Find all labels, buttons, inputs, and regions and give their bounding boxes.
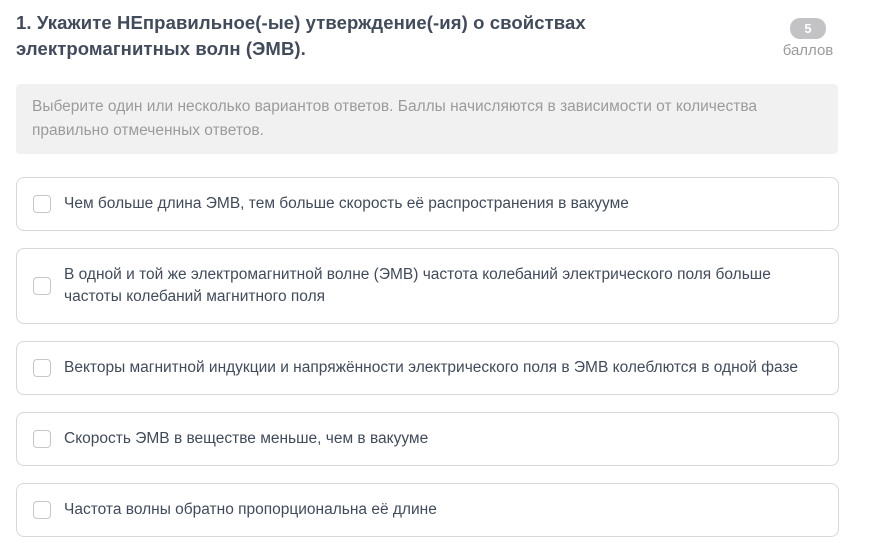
options-list: Чем больше длина ЭМВ, тем больше скорост… (16, 176, 893, 537)
checkbox-icon[interactable] (33, 500, 51, 519)
answer-option-2[interactable]: В одной и той же электромагнитной волне … (16, 247, 839, 324)
option-label: Чем больше длина ЭМВ, тем больше скорост… (64, 194, 629, 212)
checkbox-icon[interactable] (33, 429, 51, 448)
checkbox-icon[interactable] (33, 194, 51, 213)
instruction-banner: Выберите один или несколько вариантов от… (16, 83, 838, 154)
option-label: Скорость ЭМВ в веществе меньше, чем в ва… (64, 429, 429, 447)
answer-option-3[interactable]: Векторы магнитной индукции и напряжённос… (16, 340, 839, 395)
checkbox-icon[interactable] (33, 276, 51, 295)
points-label: баллов (782, 42, 834, 59)
option-label: Векторы магнитной индукции и напряжённос… (64, 358, 798, 376)
question-title: 1. Укажите НЕправильное(-ые) утверждение… (16, 12, 586, 60)
points-badge: 5 (790, 18, 826, 39)
answer-option-5[interactable]: Частота волны обратно пропорциональна её… (16, 482, 839, 537)
option-label: Частота волны обратно пропорциональна её… (64, 500, 437, 518)
points-block: 5 баллов (780, 18, 836, 59)
question-header: 1. Укажите НЕправильное(-ые) утверждение… (16, 10, 856, 63)
answer-option-4[interactable]: Скорость ЭМВ в веществе меньше, чем в ва… (16, 411, 839, 466)
checkbox-icon[interactable] (33, 358, 51, 377)
option-label: В одной и той же электромагнитной волне … (64, 265, 771, 305)
answer-option-1[interactable]: Чем больше длина ЭМВ, тем больше скорост… (16, 176, 839, 231)
